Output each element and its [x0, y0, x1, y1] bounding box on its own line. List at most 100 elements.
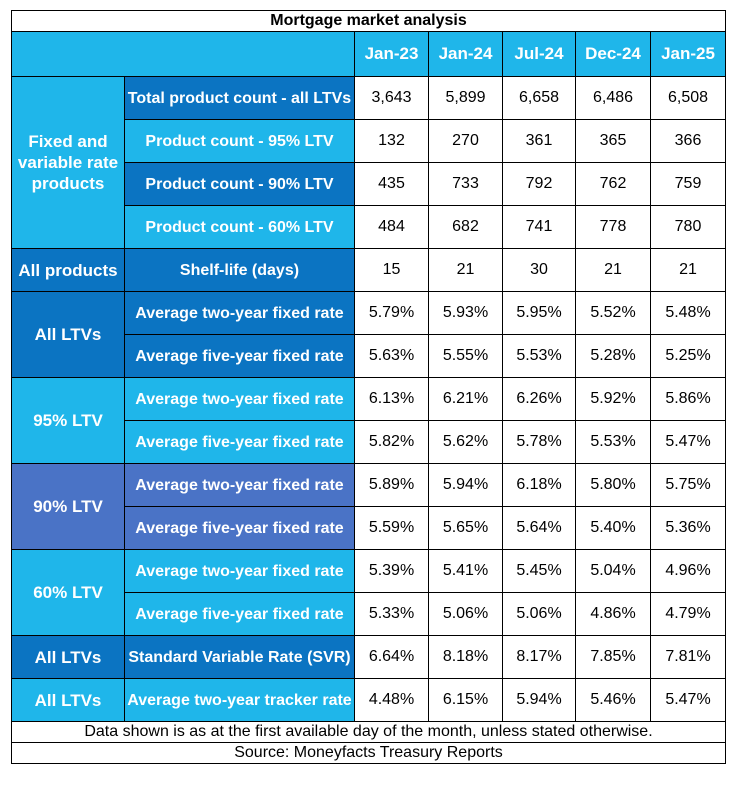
value-cell: 5.47%	[650, 420, 726, 464]
value-cell: 4.96%	[650, 549, 726, 593]
value-cell: 7.81%	[650, 635, 726, 679]
value-cell: 5.95%	[502, 291, 576, 335]
value-cell: 8.18%	[428, 635, 503, 679]
value-cell: 4.79%	[650, 592, 726, 636]
group-label: All products	[11, 248, 125, 292]
value-cell: 5.33%	[354, 592, 429, 636]
value-cell: 6,486	[575, 76, 651, 120]
row-label: Product count - 90% LTV	[124, 162, 355, 206]
group-label: All LTVs	[11, 678, 125, 722]
value-cell: 361	[502, 119, 576, 163]
column-header: Jan-23	[354, 31, 429, 77]
row-label: Average five-year fixed rate	[124, 506, 355, 550]
table-row: Product count - 90% LTV 435 733 792 762 759	[12, 162, 726, 206]
value-cell: 5.78%	[502, 420, 576, 464]
value-cell: 5.46%	[575, 678, 651, 722]
table-title: Mortgage market analysis	[11, 10, 726, 32]
group-label: All LTVs	[11, 635, 125, 679]
row-label: Shelf-life (days)	[124, 248, 355, 292]
value-cell: 6,658	[502, 76, 576, 120]
value-cell: 5.86%	[650, 377, 726, 421]
value-cell: 5.36%	[650, 506, 726, 550]
value-cell: 5.94%	[502, 678, 576, 722]
row-label: Average two-year fixed rate	[124, 463, 355, 507]
group-label: 90% LTV	[11, 463, 125, 550]
source-row: Source: Moneyfacts Treasury Reports	[11, 742, 726, 764]
value-cell: 6.64%	[354, 635, 429, 679]
value-cell: 21	[650, 248, 726, 292]
table-row: Product count - 95% LTV 132 270 361 365 366	[12, 119, 726, 163]
value-cell: 741	[502, 205, 576, 249]
table-row: All products Shelf-life (days) 15 21 30 21 21	[11, 248, 726, 292]
value-cell: 4.48%	[354, 678, 429, 722]
table-row: Average five-year fixed rate 5.33% 5.06% 5.…	[12, 592, 726, 636]
footnote-row: Data shown is as at the first available …	[11, 721, 726, 743]
table-row: Fixed and variable rate products Total pr…	[11, 76, 726, 249]
value-cell: 6,508	[650, 76, 726, 120]
table-row: All LTVs Average two-year tracker rate 4.4…	[11, 678, 726, 722]
value-cell: 6.13%	[354, 377, 429, 421]
value-cell: 5.04%	[575, 549, 651, 593]
value-cell: 5.82%	[354, 420, 429, 464]
column-header: Dec-24	[575, 31, 651, 77]
column-header: Jan-25	[650, 31, 726, 77]
table-row: Average five-year fixed rate 5.59% 5.65% 5.…	[12, 506, 726, 550]
value-cell: 5.75%	[650, 463, 726, 507]
row-label: Average two-year fixed rate	[124, 377, 355, 421]
value-cell: 5.39%	[354, 549, 429, 593]
row-label: Average five-year fixed rate	[124, 334, 355, 378]
value-cell: 5.65%	[428, 506, 503, 550]
column-header: Jan-24	[428, 31, 503, 77]
value-cell: 5.41%	[428, 549, 503, 593]
table-row: Average five-year fixed rate 5.82% 5.62% 5.…	[12, 420, 726, 464]
table-row: 90% LTV Average two-year fixed rate 5.89% 5…	[11, 463, 726, 550]
value-cell: 5.93%	[428, 291, 503, 335]
value-cell: 5.89%	[354, 463, 429, 507]
row-label: Total product count - all LTVs	[124, 76, 355, 120]
value-cell: 5.48%	[650, 291, 726, 335]
row-label: Product count - 60% LTV	[124, 205, 355, 249]
value-cell: 682	[428, 205, 503, 249]
value-cell: 5.53%	[502, 334, 576, 378]
value-cell: 5.45%	[502, 549, 576, 593]
value-cell: 270	[428, 119, 503, 163]
value-cell: 15	[354, 248, 429, 292]
value-cell: 5.64%	[502, 506, 576, 550]
value-cell: 484	[354, 205, 429, 249]
value-cell: 4.86%	[575, 592, 651, 636]
row-label: Standard Variable Rate (SVR)	[124, 635, 355, 679]
table-row: Average five-year fixed rate 5.63% 5.55% 5.…	[12, 334, 726, 378]
row-label: Average two-year tracker rate	[124, 678, 355, 722]
group-label: 95% LTV	[11, 377, 125, 464]
value-cell: 759	[650, 162, 726, 206]
column-header: Jul-24	[502, 31, 576, 77]
value-cell: 780	[650, 205, 726, 249]
value-cell: 5.25%	[650, 334, 726, 378]
value-cell: 5.28%	[575, 334, 651, 378]
value-cell: 733	[428, 162, 503, 206]
group-label: All LTVs	[11, 291, 125, 378]
table-row: Product count - 60% LTV 484 682 741 778 780	[12, 205, 726, 249]
value-cell: 5.63%	[354, 334, 429, 378]
value-cell: 5.52%	[575, 291, 651, 335]
value-cell: 5.06%	[502, 592, 576, 636]
header-blank-cell	[11, 31, 355, 77]
group-label: 60% LTV	[11, 549, 125, 636]
value-cell: 5.92%	[575, 377, 651, 421]
value-cell: 5.62%	[428, 420, 503, 464]
value-cell: 366	[650, 119, 726, 163]
mortgage-market-table: Mortgage market analysis Jan-23 Jan-24 Jul…	[11, 10, 726, 764]
footnote: Data shown is as at the first available …	[11, 721, 726, 743]
value-cell: 30	[502, 248, 576, 292]
row-label: Average five-year fixed rate	[124, 420, 355, 464]
row-label: Average five-year fixed rate	[124, 592, 355, 636]
table-row: All LTVs Average two-year fixed rate 5.79%…	[11, 291, 726, 378]
group-label: Fixed and variable rate products	[11, 76, 125, 249]
value-cell: 435	[354, 162, 429, 206]
value-cell: 6.21%	[428, 377, 503, 421]
row-label: Average two-year fixed rate	[124, 291, 355, 335]
value-cell: 7.85%	[575, 635, 651, 679]
row-label: Average two-year fixed rate	[124, 549, 355, 593]
value-cell: 762	[575, 162, 651, 206]
value-cell: 21	[428, 248, 503, 292]
